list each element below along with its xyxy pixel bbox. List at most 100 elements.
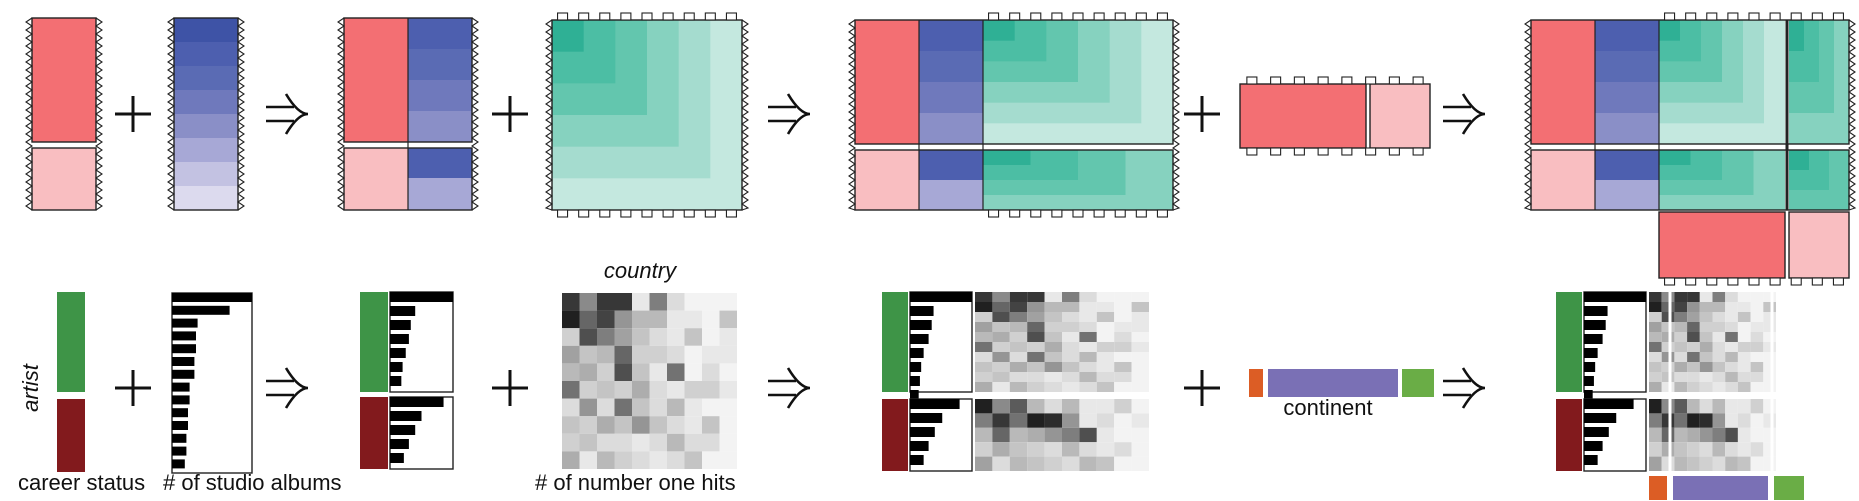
zigzag-edge (847, 19, 856, 211)
heat-cell (649, 345, 667, 364)
tooth (704, 209, 716, 218)
heat-cell (579, 328, 597, 346)
heat-cell (1763, 292, 1776, 302)
heat-cell (1763, 362, 1776, 372)
heat-cell (1062, 322, 1080, 332)
heat-cell (667, 363, 685, 381)
heat-cell (992, 456, 1010, 471)
heat-cell (1737, 382, 1751, 392)
red-block (32, 18, 96, 142)
heat-cell (1079, 362, 1097, 372)
heat-cell (1750, 456, 1764, 471)
heat-cell (579, 363, 597, 381)
heat-cell (1114, 456, 1132, 471)
heat-cell (1712, 332, 1726, 342)
continent-green (1774, 476, 1804, 500)
album-bar (390, 411, 422, 421)
album-bar (172, 408, 188, 418)
heat-cell (1687, 332, 1700, 342)
career-inactive-bar (882, 399, 908, 471)
heat-cell (719, 451, 737, 469)
tooth (1706, 12, 1718, 21)
album-bar (390, 439, 409, 449)
tooth (1009, 209, 1021, 218)
heat-cell (1737, 302, 1751, 312)
red-block (855, 20, 919, 144)
heat-cell (1062, 413, 1080, 428)
heat-cell (1649, 427, 1662, 443)
heat-cell (992, 312, 1010, 322)
continent-green (1402, 369, 1434, 397)
zigzag-edge (741, 19, 750, 211)
tooth (1156, 209, 1168, 218)
heat-cell (1725, 382, 1738, 392)
heat-cell (1096, 456, 1115, 471)
tooth (704, 12, 716, 21)
heat-cell (632, 345, 650, 364)
tooth (1317, 147, 1329, 156)
heat-cell (1725, 302, 1738, 312)
heat-cell (1096, 442, 1115, 457)
tooth (1246, 76, 1258, 85)
heat-cell (1661, 342, 1675, 352)
continent-orange (1649, 476, 1667, 500)
heat-cell (1699, 362, 1713, 372)
heat-cell (1674, 332, 1688, 342)
implies-operator (266, 93, 309, 135)
heat-cell (1712, 382, 1726, 392)
heat-cell (649, 293, 667, 311)
heat-cell (1096, 342, 1115, 352)
album-bar (390, 453, 404, 463)
heat-cell (1027, 442, 1045, 457)
heat-cell (597, 381, 615, 399)
zigzag-edge (25, 17, 33, 211)
tooth (1093, 209, 1105, 218)
heat-cell (579, 345, 597, 364)
top-row-abstract (25, 12, 1857, 286)
heat-cell (597, 398, 615, 417)
heat-cell (1712, 302, 1726, 312)
heat-cell (1027, 413, 1045, 428)
tooth (1365, 147, 1377, 156)
heat-cell (1674, 312, 1688, 322)
block-outline (31, 147, 97, 211)
tooth (1388, 76, 1400, 85)
tooth (1365, 76, 1377, 85)
tooth (557, 209, 569, 218)
heat-cell (1096, 322, 1115, 332)
heat-cell (719, 433, 737, 452)
tooth (1317, 76, 1329, 85)
heat-cell (1750, 322, 1764, 332)
heat-cell (1131, 413, 1149, 428)
heat-cell (1079, 332, 1097, 342)
heat-cell (684, 363, 702, 381)
heat-cell (1712, 342, 1726, 352)
heat-cell (1131, 399, 1149, 414)
heat-cell (1750, 312, 1764, 322)
heat-cell (1079, 442, 1097, 457)
heat-cell (992, 413, 1010, 428)
heat-cell (1079, 399, 1097, 414)
teal-cell (983, 20, 1015, 41)
tooth (641, 12, 653, 21)
tooth (1051, 209, 1063, 218)
blue-cell (1595, 113, 1659, 144)
heat-cell (632, 310, 650, 329)
album-bar (390, 397, 444, 407)
heat-cell (1687, 372, 1700, 382)
heat-cell (1687, 352, 1700, 362)
heat-cell (1096, 413, 1115, 428)
heat-cell (1649, 362, 1662, 372)
heat-cell (975, 352, 993, 362)
heat-cell (1674, 456, 1688, 471)
career-active-bar (882, 292, 908, 392)
heat-cell (1661, 362, 1675, 372)
heat-cell (1763, 399, 1776, 414)
implies-operator (266, 367, 309, 409)
heat-cell (649, 451, 667, 469)
heat-cell (579, 433, 597, 452)
album-bar (172, 433, 187, 443)
blue-cell (1595, 180, 1659, 210)
heat-cell (992, 342, 1010, 352)
heat-cell (1661, 372, 1675, 382)
